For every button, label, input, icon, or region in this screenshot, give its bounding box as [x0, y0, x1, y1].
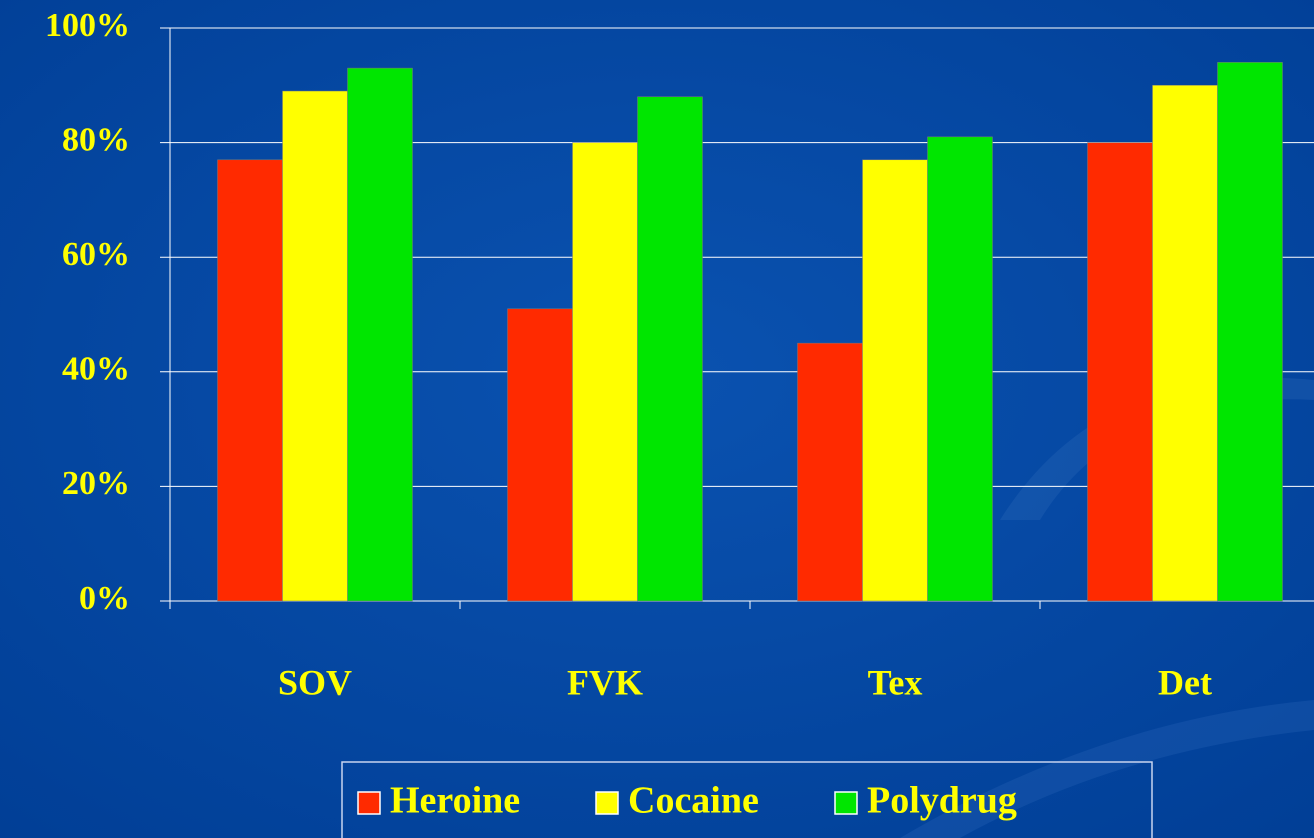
- y-tick-label: 100%: [45, 7, 130, 44]
- bar: [507, 308, 573, 602]
- legend-label: Polydrug: [867, 780, 1017, 822]
- y-tick-label: 40%: [62, 351, 130, 388]
- y-tick-label: 20%: [62, 465, 130, 502]
- bar: [1087, 142, 1153, 602]
- x-tick-label: SOV: [278, 662, 352, 702]
- bar: [637, 96, 703, 602]
- decoration: [900, 700, 1314, 838]
- x-tick-label: Det: [1158, 662, 1212, 702]
- y-tick-label: 0%: [79, 580, 130, 617]
- legend-swatch: [357, 791, 381, 815]
- y-tick-label: 80%: [62, 121, 130, 158]
- legend-swatch: [595, 791, 619, 815]
- bar: [862, 159, 928, 602]
- bar: [1152, 85, 1218, 602]
- bar: [347, 67, 413, 602]
- x-tick-label: Tex: [868, 662, 923, 702]
- legend-box: [341, 761, 1153, 838]
- bar: [797, 342, 863, 602]
- y-tick-label: 60%: [62, 236, 130, 273]
- bar: [1217, 62, 1283, 602]
- legend-swatch: [834, 791, 858, 815]
- legend-label: Cocaine: [628, 780, 759, 822]
- bar: [217, 159, 283, 602]
- bar: [927, 136, 993, 602]
- bar: [572, 142, 638, 602]
- x-tick-label: FVK: [567, 662, 643, 702]
- legend-label: Heroine: [390, 780, 520, 822]
- bar: [282, 90, 348, 602]
